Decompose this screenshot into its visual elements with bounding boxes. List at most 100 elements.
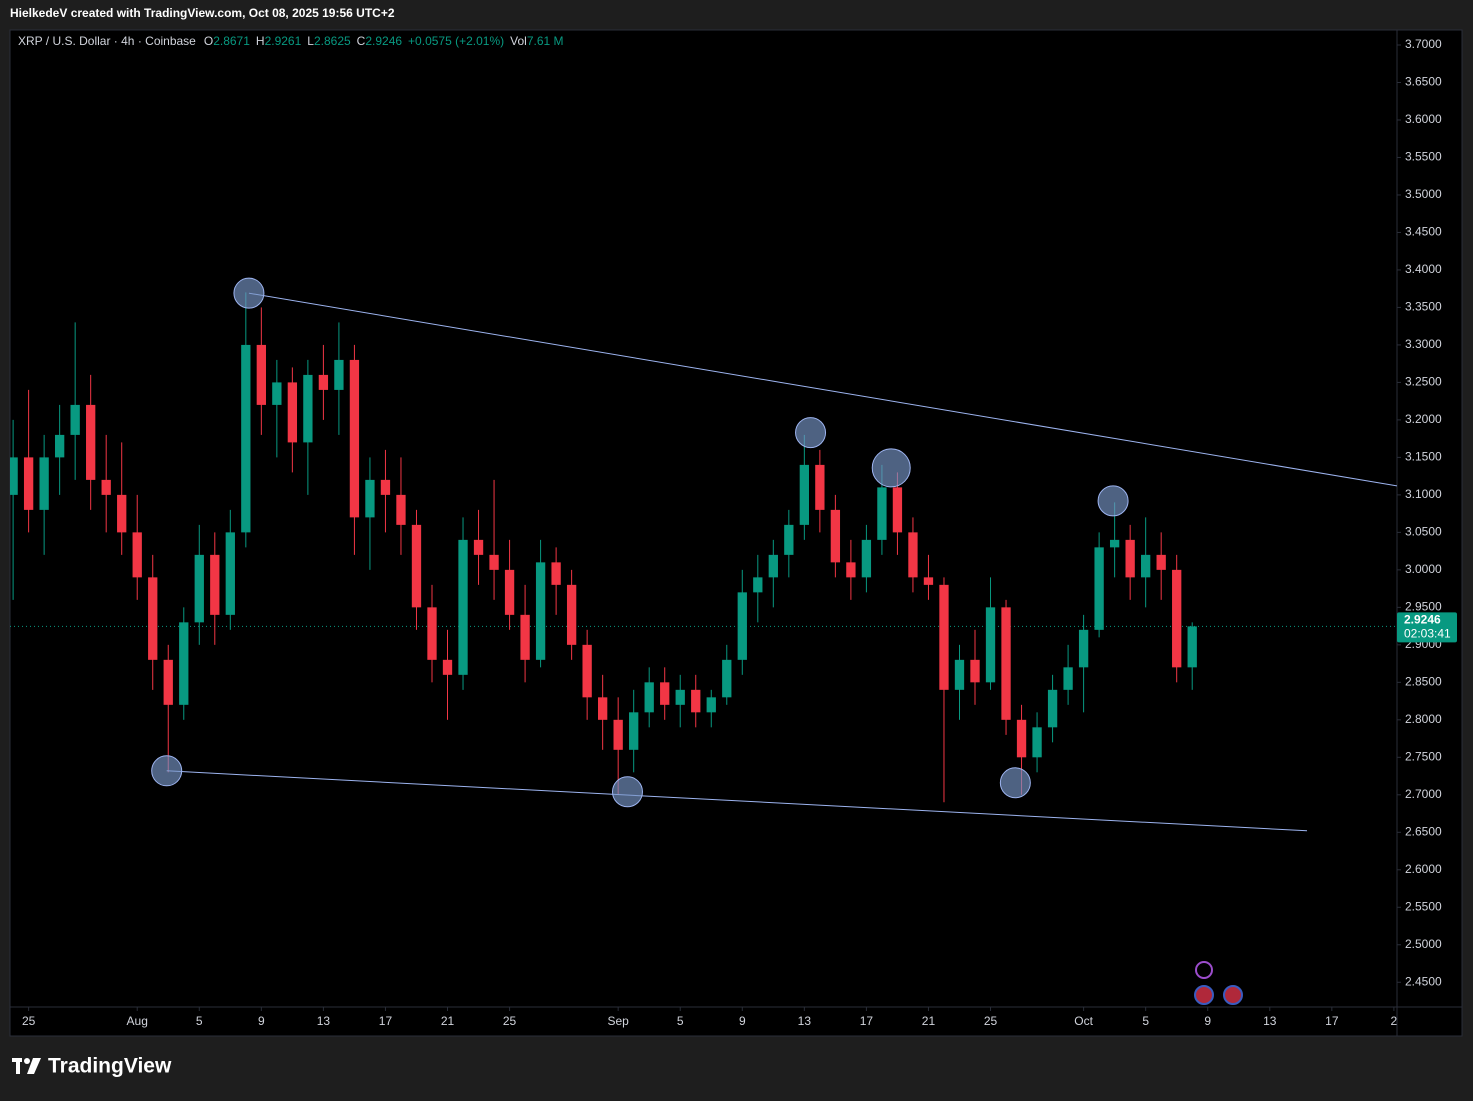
candle-body [380,479,391,495]
candle-body [473,539,484,555]
pivot-marker [151,755,183,787]
legend-field-value: 2.9246 [365,34,402,48]
candle-body [10,457,18,495]
event-icon[interactable] [1223,985,1243,1005]
x-tick-label: 17 [1325,1014,1339,1028]
candle-body [520,614,530,660]
candle-body [784,524,794,555]
x-tick-label: 9 [739,1014,746,1028]
candle-body [861,539,872,578]
y-tick-label: 3.5000 [1405,187,1442,201]
x-tick-label: 5 [196,1014,203,1028]
y-tick-label: 3.1000 [1405,487,1442,501]
candle-body [54,434,65,458]
y-tick-label: 2.6500 [1405,824,1442,838]
y-tick-label: 3.4500 [1405,225,1442,239]
candle-body [86,404,96,480]
candle-body [39,457,49,510]
candle-body [117,494,127,533]
x-tick-label: Sep [607,1014,629,1028]
candle-body [954,659,965,690]
legend-vol: 7.61 M [527,34,564,48]
y-tick-label: 3.3000 [1405,337,1442,351]
candle-body [442,659,453,675]
x-tick-label: 25 [503,1014,517,1028]
legend-field-label: O [204,34,213,48]
legend-symbol: XRP / U.S. Dollar · 4h · Coinbase [18,34,196,48]
trendline [166,770,1308,832]
candle-body [1094,547,1104,630]
y-tick-label: 2.5000 [1405,937,1442,951]
candle-body [939,584,949,690]
event-icon[interactable] [1195,961,1213,979]
pivot-marker [611,776,643,808]
candle-body [334,359,344,390]
candle-body [194,554,204,623]
countdown: 02:03:41 [1404,627,1451,641]
y-tick-label: 3.2000 [1405,412,1442,426]
pivot-marker [233,277,265,309]
candle-body [396,494,406,525]
legend: XRP / U.S. Dollar · 4h · Coinbase O 2.8671… [18,34,564,48]
footer-brand: TradingView [48,1055,172,1078]
candle-body [1125,539,1135,578]
candle-body [303,374,313,443]
candle-body [985,607,996,683]
candle-body [1172,569,1182,668]
candle-body [1078,629,1089,668]
x-tick-label: 9 [258,1014,265,1028]
candle-body [210,554,220,615]
trendline [248,292,1397,487]
y-tick-label: 2.7500 [1405,749,1442,763]
candle-body [1032,727,1042,758]
candle-body [551,562,561,585]
candle-body [411,524,422,608]
x-tick-label: 13 [1263,1014,1277,1028]
last-price-badge [1397,612,1457,643]
y-tick-label: 2.6000 [1405,862,1442,876]
candle-body [349,359,360,518]
candle-body [489,554,499,570]
candle-body [70,404,80,435]
legend-field-label: C [357,34,366,48]
y-tick-label: 3.0500 [1405,525,1442,539]
candle-body [1109,539,1120,548]
x-tick-label: 5 [1142,1014,1149,1028]
candle-body [815,464,825,510]
candle-body [830,509,841,563]
x-tick-label: 21 [441,1014,455,1028]
y-tick-label: 2.8500 [1405,675,1442,689]
logo: TradingView [12,1055,172,1078]
candle-body [846,562,856,578]
candle-body [722,659,732,698]
candle-body [132,532,142,578]
legend-field-label: L [307,34,314,48]
x-tick-label: 21 [922,1014,936,1028]
candle-body [318,374,329,390]
legend-field-value: 2.8671 [213,34,250,48]
candle-body [908,532,918,578]
candle-body [706,697,716,713]
x-tick-label: 9 [1204,1014,1211,1028]
y-tick-label: 2.5500 [1405,899,1442,913]
y-tick-label: 3.6500 [1405,75,1442,89]
candle-body [225,532,235,615]
candle-body [613,719,623,750]
y-tick-label: 3.3500 [1405,300,1442,314]
candle-body [892,487,903,533]
candle-body [148,577,158,660]
pivot-marker [1097,485,1129,517]
y-tick-label: 3.5500 [1405,150,1442,164]
candle-body [101,479,111,495]
y-tick-label: 2.4500 [1405,974,1442,988]
candle-body [660,682,670,705]
candle-body [427,607,437,660]
candle-body [504,569,515,615]
chart-pane [9,29,1463,1037]
event-icon[interactable] [1194,985,1214,1005]
candle-body [163,659,173,705]
candle-body [365,479,375,518]
logo-mark [24,1058,30,1064]
candle-body [799,464,809,525]
candle-body [566,584,577,645]
